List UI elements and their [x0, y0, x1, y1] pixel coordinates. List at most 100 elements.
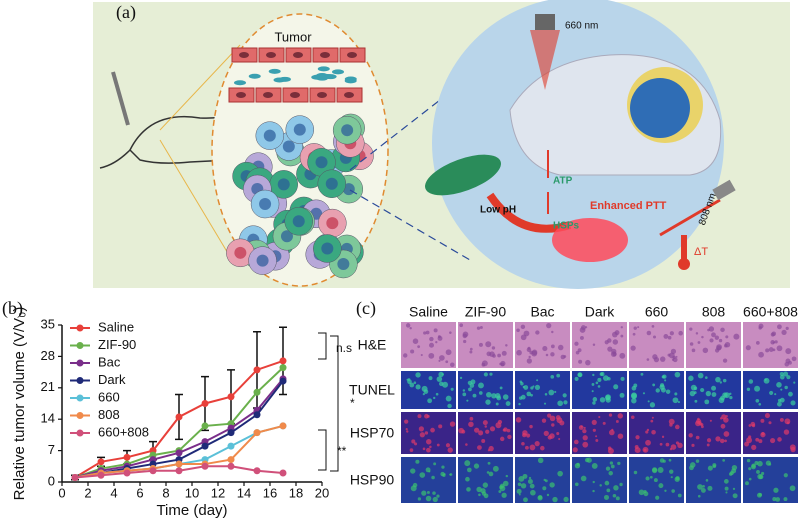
- legend-label: Bac: [98, 354, 121, 369]
- tissue-texture: [499, 386, 503, 390]
- tissue-texture: [424, 431, 429, 435]
- data-point: [227, 429, 235, 437]
- tissue-texture: [415, 384, 421, 390]
- data-point: [175, 449, 183, 457]
- tissue-texture: [582, 428, 587, 434]
- tissue-texture: [519, 380, 523, 384]
- tissue-texture: [603, 494, 610, 500]
- tissue-texture: [620, 334, 624, 338]
- tissue-texture: [617, 413, 624, 419]
- legend-marker: [76, 324, 84, 332]
- tissue-texture: [417, 497, 422, 501]
- tissue-texture: [633, 326, 637, 330]
- tissue-texture: [597, 385, 601, 388]
- tissue-texture: [790, 400, 796, 406]
- tissue-texture: [430, 427, 435, 433]
- tissue-texture: [465, 443, 468, 446]
- tissue-texture: [607, 346, 613, 352]
- tissue-texture: [580, 325, 586, 331]
- tissue-texture: [633, 470, 638, 475]
- tissue-texture: [546, 323, 552, 329]
- tissue-texture: [526, 433, 531, 438]
- data-point: [279, 422, 287, 430]
- tissue-texture: [723, 417, 729, 423]
- tissue-texture: [769, 390, 774, 395]
- tissue-texture: [550, 375, 555, 379]
- tissue-texture: [643, 491, 649, 497]
- tissue-texture: [505, 474, 509, 478]
- tissue-texture: [483, 372, 488, 377]
- heated-bacterium: [552, 218, 628, 262]
- tissue-texture: [433, 396, 436, 400]
- tissue-texture: [647, 400, 650, 403]
- tissue-texture: [404, 419, 409, 424]
- tissue-texture: [783, 473, 788, 478]
- tissue-texture: [407, 378, 411, 381]
- tissue-texture: [784, 418, 791, 425]
- tissue-texture: [582, 435, 588, 441]
- tissue-texture: [518, 475, 525, 482]
- tissue-texture: [694, 399, 698, 403]
- tissue-texture: [775, 497, 781, 502]
- tissue-texture: [550, 344, 555, 349]
- data-point: [227, 442, 235, 450]
- data-point: [253, 429, 261, 437]
- tissue-texture: [522, 430, 528, 436]
- vessel-nucleus: [347, 52, 357, 58]
- tissue-texture: [754, 461, 759, 465]
- tissue-texture: [777, 401, 782, 407]
- tissue-texture: [706, 443, 710, 447]
- bacterium: [234, 80, 247, 86]
- tissue-texture: [497, 419, 503, 425]
- tissue-texture: [619, 352, 626, 359]
- tissue-texture: [583, 426, 586, 430]
- tissue-texture: [674, 392, 678, 396]
- tissue-texture: [557, 344, 564, 351]
- tissue-texture: [467, 380, 472, 385]
- tissue-texture: [712, 463, 717, 468]
- tissue-texture: [489, 426, 496, 432]
- tissue-texture: [438, 359, 441, 363]
- tissue-texture: [763, 377, 770, 384]
- tissue-texture: [602, 421, 606, 425]
- tissue-texture: [700, 487, 706, 493]
- nucleus-core: [630, 78, 690, 138]
- tissue-texture: [732, 493, 738, 499]
- tissue-texture: [691, 348, 696, 353]
- tissue-texture: [478, 391, 483, 395]
- bacterium: [311, 74, 324, 80]
- tissue-texture: [481, 360, 488, 367]
- tissue-texture: [572, 447, 578, 453]
- tissue-texture: [785, 348, 792, 355]
- tissue-texture: [507, 434, 512, 440]
- tissue-texture: [428, 470, 431, 473]
- tissue-texture: [791, 356, 797, 362]
- tissue-image: [401, 371, 456, 409]
- tissue-texture: [732, 487, 736, 491]
- tissue-texture: [502, 394, 509, 400]
- tissue-texture: [462, 392, 467, 397]
- tissue-texture: [609, 461, 614, 465]
- tissue-texture: [631, 385, 637, 391]
- tissue-texture: [620, 326, 623, 329]
- x-tick-label: 12: [211, 485, 225, 500]
- tissue-texture: [419, 432, 425, 438]
- tissue-texture: [410, 468, 416, 474]
- tissue-texture: [708, 326, 715, 332]
- tissue-texture: [549, 415, 556, 422]
- tissue-texture: [746, 458, 751, 463]
- tissue-texture: [711, 392, 717, 397]
- tissue-texture: [449, 421, 456, 427]
- tissue-texture: [497, 353, 501, 358]
- tissue-texture: [652, 335, 657, 339]
- tissue-texture: [544, 402, 547, 405]
- tissue-texture: [784, 385, 788, 390]
- tissue-texture: [476, 326, 481, 330]
- tissue-texture: [722, 358, 728, 363]
- tissue-texture: [784, 361, 790, 367]
- tissue-texture: [754, 385, 761, 392]
- vessel-nucleus: [290, 92, 300, 98]
- tissue-texture: [531, 350, 538, 357]
- tissue-texture: [415, 372, 421, 378]
- laser-label: 660 nm: [565, 21, 598, 32]
